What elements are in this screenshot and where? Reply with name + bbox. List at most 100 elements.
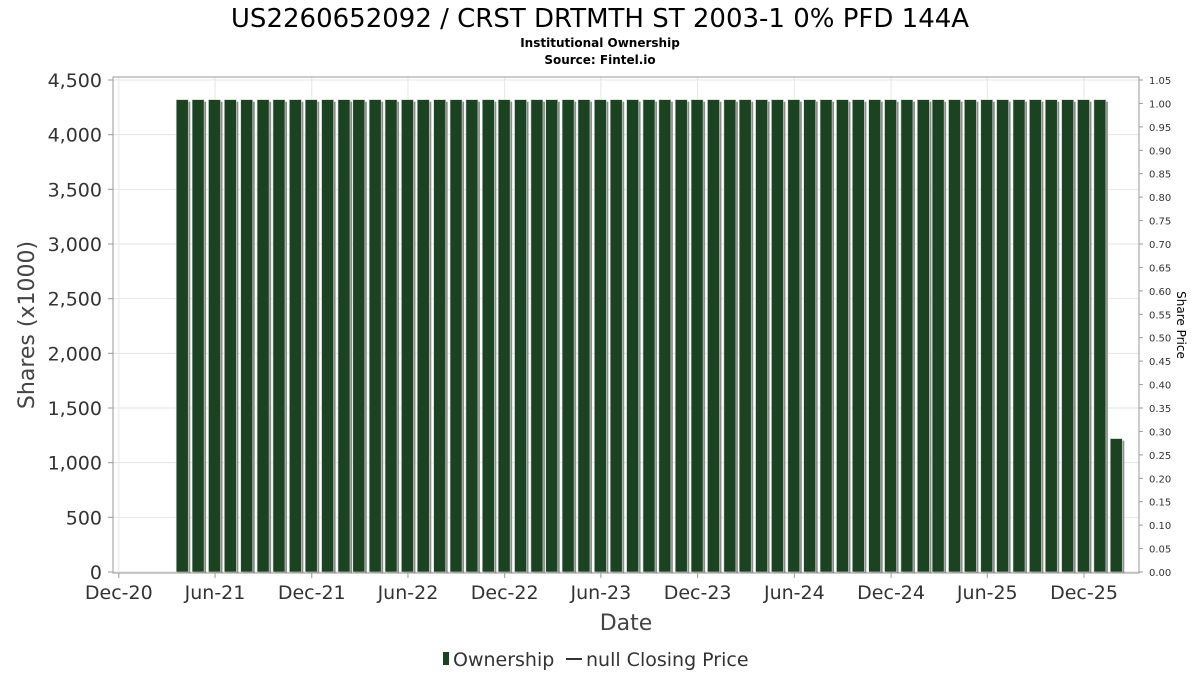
ownership-bar	[1029, 99, 1042, 573]
ownership-bar	[191, 99, 205, 573]
y-tick-label: 0	[90, 562, 102, 584]
y2-tick-label: 0.55	[1149, 310, 1171, 321]
ownership-bar	[803, 99, 816, 573]
ownership-bar	[352, 99, 366, 573]
ownership-bar	[514, 99, 527, 573]
ownership-bar	[465, 99, 479, 573]
y-tick-label: 500	[66, 507, 102, 529]
x-tick-label: Dec-23	[664, 582, 732, 604]
ownership-bar	[964, 99, 977, 573]
ownership-bar	[787, 99, 801, 573]
ownership-bar	[723, 99, 737, 573]
x-axis-title: Date	[600, 611, 653, 636]
y2-tick-label: 0.90	[1149, 146, 1171, 157]
legend: Ownership null Closing Price	[443, 649, 749, 671]
ownership-bar	[931, 99, 945, 573]
y2-tick-label: 0.15	[1149, 498, 1171, 509]
ownership-bars	[175, 99, 1125, 574]
ownership-bar	[577, 99, 591, 573]
ownership-bar	[917, 99, 930, 573]
ownership-bar	[996, 99, 1009, 573]
ownership-bar	[594, 99, 607, 573]
y-tick-label: 4,000	[48, 125, 102, 147]
x-tick-label: Dec-24	[857, 582, 925, 604]
x-tick-label: Dec-22	[471, 582, 539, 604]
ownership-bar	[208, 99, 221, 573]
ownership-bar	[304, 99, 318, 573]
y2-tick-label: 0.25	[1149, 451, 1171, 462]
ownership-bar	[337, 99, 351, 573]
y2-tick-label: 0.95	[1149, 123, 1171, 134]
ownership-bar	[674, 99, 688, 573]
ownership-bar	[642, 99, 656, 573]
ownership-bar	[852, 99, 865, 573]
y2-tick-label: 0.20	[1149, 474, 1171, 485]
ownership-bar	[1012, 99, 1026, 573]
ownership-bar	[482, 99, 495, 573]
ownership-bar	[1109, 438, 1123, 573]
y-tick-label: 3,000	[48, 234, 102, 256]
y2-tick-label: 0.70	[1149, 240, 1171, 251]
y2-tick-label: 0.45	[1149, 357, 1171, 368]
x-tick-label: Dec-25	[1050, 582, 1118, 604]
ownership-bar	[433, 99, 446, 573]
ownership-bar	[384, 99, 398, 573]
ownership-bar	[658, 99, 672, 573]
ownership-bar	[530, 99, 544, 573]
y2-tick-label: 0.50	[1149, 334, 1171, 345]
y-tick-label: 3,500	[48, 179, 102, 201]
y2-tick-label: 0.85	[1149, 170, 1171, 181]
y2-tick-label: 0.80	[1149, 193, 1171, 204]
ownership-bar	[609, 99, 623, 573]
y2-tick-label: 0.10	[1149, 521, 1171, 532]
ownership-bar	[497, 99, 511, 573]
ownership-bar	[545, 99, 559, 573]
ownership-bar	[707, 99, 720, 573]
y-tick-label: 1,000	[48, 453, 102, 475]
ownership-bar	[771, 99, 784, 573]
ownership-bar	[1077, 99, 1090, 573]
ownership-bar	[368, 99, 382, 573]
y2-tick-label: 0.00	[1149, 568, 1171, 579]
y-tick-label: 1,500	[48, 398, 102, 420]
y-axis-left: 0 500 1,000 1,500 2,000 2,500 3,000 3,500 4,000 4…	[48, 70, 113, 584]
legend-ownership-label: Ownership	[453, 649, 554, 671]
ownership-bar	[175, 99, 189, 573]
y2-tick-label: 1.05	[1149, 76, 1171, 87]
ownership-bar	[738, 99, 752, 573]
ownership-bar	[884, 99, 897, 573]
ownership-bar	[224, 99, 237, 573]
ownership-bar	[449, 99, 463, 573]
x-tick-label: Jun-22	[377, 582, 439, 604]
ownership-bar	[256, 99, 270, 573]
ownership-bar	[401, 99, 414, 573]
ownership-bar	[416, 99, 430, 573]
y2-tick-label: 0.05	[1149, 545, 1171, 556]
y2-tick-label: 0.65	[1149, 263, 1171, 274]
ownership-bar	[980, 99, 994, 573]
ownership-bar	[836, 99, 849, 573]
y2-tick-label: 0.30	[1149, 427, 1171, 438]
chart-subtitle-ownership: Institutional Ownership	[520, 36, 680, 50]
ownership-bar	[690, 99, 704, 573]
x-tick-label: Jun-23	[570, 582, 632, 604]
legend-closing-price-label: null Closing Price	[586, 649, 749, 671]
ownership-bar	[948, 99, 961, 573]
x-tick-label: Dec-21	[278, 582, 346, 604]
y-tick-label: 2,500	[48, 289, 102, 311]
ownership-bar	[289, 99, 302, 573]
y-tick-label: 4,500	[48, 70, 102, 92]
ownership-bar	[868, 99, 882, 573]
y-tick-label: 2,000	[48, 343, 102, 365]
chart-title: US2260652092 / CRST DRTMTH ST 2003-1 0% …	[231, 4, 969, 34]
x-tick-label: Jun-25	[956, 582, 1018, 604]
ownership-bar	[900, 99, 914, 573]
chart-subtitle-source: Source: Fintel.io	[544, 53, 655, 67]
ownership-bar	[1093, 99, 1107, 573]
ownership-bar	[561, 99, 575, 573]
y2-tick-label: 0.75	[1149, 217, 1171, 228]
x-tick-label: Jun-24	[763, 582, 825, 604]
ownership-bar	[626, 99, 639, 573]
y2-axis-title: Share Price	[1174, 291, 1188, 359]
